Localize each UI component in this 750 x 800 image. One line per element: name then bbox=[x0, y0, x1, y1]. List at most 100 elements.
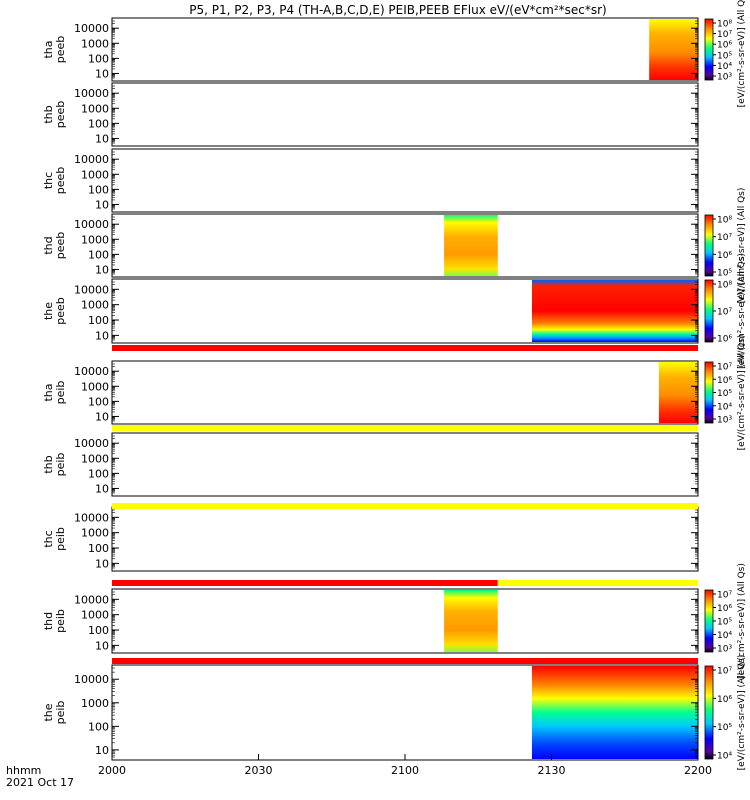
colorbar-tick-label: 10⁸ bbox=[717, 281, 732, 291]
colorbar-tick-label: 10⁷ bbox=[717, 363, 732, 373]
colorbar-the-peib bbox=[704, 665, 714, 760]
x-tick-label: 2130 bbox=[538, 764, 566, 777]
y-tick-label: 10000 bbox=[74, 153, 109, 166]
y-tick-label: 100 bbox=[88, 624, 109, 637]
panel-label-line: peeb bbox=[54, 297, 67, 325]
y-tick-label: 10 bbox=[95, 329, 109, 342]
y-tick-label: 1000 bbox=[81, 380, 109, 393]
spectrogram-block-tha-peeb-0 bbox=[649, 19, 698, 80]
panel-label-line: peib bbox=[54, 701, 67, 725]
panel-tha-peib: 10 100 1000 10000 thapeib 10³ 10⁴ 10⁵ 10⁶ 10⁷ [eV/… bbox=[42, 335, 747, 451]
y-tick-label: 1000 bbox=[81, 452, 109, 465]
panel-thb-peib: 10 100 1000 10000 thbpeib bbox=[42, 432, 699, 497]
colorbar-tick-label: 10⁴ bbox=[717, 62, 732, 72]
plot-title: P5, P1, P2, P3, P4 (TH-A,B,C,D,E) PEIB,P… bbox=[189, 3, 606, 17]
panel-thc-peeb: 10 100 1000 10000 thcpeeb bbox=[42, 148, 699, 213]
colorbar-tick-label: 10⁶ bbox=[717, 251, 732, 261]
y-tick-label: 10 bbox=[95, 263, 109, 276]
y-tick-label: 100 bbox=[88, 395, 109, 408]
panel-label-line: thb bbox=[42, 455, 55, 473]
y-tick-label: 100 bbox=[88, 183, 109, 196]
panel-the-peeb: 10 100 1000 10000 thepeeb 10⁶ 10⁷ 10⁸ [eV/(cm²-s… bbox=[42, 253, 747, 369]
status-bar-3-segment-0 bbox=[112, 580, 498, 586]
y-tick-label: 100 bbox=[88, 314, 109, 327]
y-tick-label: 10 bbox=[95, 67, 109, 80]
colorbar-tick-label: 10⁷ bbox=[717, 308, 732, 318]
colorbar-the-peeb bbox=[704, 279, 714, 343]
panel-label-line: thc bbox=[42, 172, 55, 189]
y-tick-label: 10000 bbox=[74, 365, 109, 378]
panel-label-thb-peeb: thbpeeb bbox=[42, 101, 67, 129]
y-tick-label: 100 bbox=[88, 248, 109, 261]
y-tick-label: 10000 bbox=[74, 283, 109, 296]
y-tick-label: 1000 bbox=[81, 168, 109, 181]
status-bar-3-segment-1 bbox=[497, 580, 698, 586]
colorbar-tha-peeb bbox=[704, 18, 714, 81]
panel-label-line: the bbox=[42, 302, 55, 320]
spectrogram-block-the-peeb-0 bbox=[531, 280, 698, 342]
panel-frame bbox=[111, 360, 699, 425]
y-tick-label: 100 bbox=[88, 542, 109, 555]
colorbar-tick-label: 10⁶ bbox=[717, 695, 732, 705]
x-tick-label: 2100 bbox=[391, 764, 419, 777]
y-tick-label: 1000 bbox=[81, 609, 109, 622]
panel-label-tha-peib: thapeib bbox=[42, 381, 67, 405]
panel-label-line: peeb bbox=[54, 232, 67, 260]
colorbar-tick-label: 10⁸ bbox=[717, 20, 732, 30]
panel-label-line: the bbox=[42, 703, 55, 721]
date-label: 2021 Oct 17 bbox=[6, 776, 74, 789]
panel-label-line: peib bbox=[54, 527, 67, 551]
y-tick-label: 100 bbox=[88, 720, 109, 733]
y-tick-label: 10 bbox=[95, 557, 109, 570]
panel-label-tha-peeb: thapeeb bbox=[42, 36, 67, 64]
y-tick-label: 10 bbox=[95, 132, 109, 145]
y-tick-label: 100 bbox=[88, 467, 109, 480]
colorbar-tick-label: 10⁵ bbox=[717, 389, 732, 399]
colorbar-tick-label: 10⁵ bbox=[717, 269, 732, 279]
panel-label-line: tha bbox=[42, 40, 55, 58]
status-bar-0-segment-0 bbox=[112, 345, 698, 351]
panel-frame bbox=[111, 506, 699, 572]
y-tick-label: 10 bbox=[95, 482, 109, 495]
y-tick-label: 10000 bbox=[74, 22, 109, 35]
panel-label-line: peib bbox=[54, 609, 67, 633]
x-tick-label: 2200 bbox=[684, 764, 712, 777]
y-tick-label: 10 bbox=[95, 744, 109, 757]
panel-label-thc-peeb: thcpeeb bbox=[42, 167, 67, 195]
colorbar-tick-label: 10³ bbox=[717, 416, 732, 426]
spectrogram-block-thd-peib-0 bbox=[444, 590, 498, 652]
colorbar-tick-label: 10⁶ bbox=[717, 41, 732, 51]
spectrogram-block-the-peib-0 bbox=[531, 666, 698, 759]
colorbar-tick-label: 10⁵ bbox=[717, 51, 732, 61]
y-tick-label: 10000 bbox=[74, 511, 109, 524]
panel-label-line: thb bbox=[42, 105, 55, 123]
panel-label-line: peeb bbox=[54, 101, 67, 129]
y-tick-label: 10000 bbox=[74, 437, 109, 450]
panel-label-line: peib bbox=[54, 453, 67, 477]
status-bar-stack bbox=[112, 345, 698, 664]
panel-thd-peeb: 10 100 1000 10000 thdpeeb 10⁵ 10⁶ 10⁷ 10⁸ [eV/(cm… bbox=[42, 188, 747, 304]
y-tick-label: 10 bbox=[95, 198, 109, 211]
colorbar-thd-peeb bbox=[704, 214, 714, 277]
y-tick-label: 1000 bbox=[81, 527, 109, 540]
colorbar-tick-label: 10⁷ bbox=[717, 591, 732, 601]
colorbar-tick-label: 10⁴ bbox=[717, 752, 732, 762]
colorbar-tick-label: 10⁸ bbox=[717, 216, 732, 226]
time-axis: 2000 2030 2100 2130 2200 bbox=[98, 754, 712, 777]
panel-thc-peib: 10 100 1000 10000 thcpeib bbox=[42, 506, 699, 572]
panel-label-line: peeb bbox=[54, 167, 67, 195]
panel-the-peib: 10 100 1000 10000 thepeib 10⁴ 10⁵ 10⁶ 10⁷ [eV/(cm… bbox=[42, 655, 747, 771]
time-format-label: hhmm bbox=[6, 764, 41, 777]
spectrogram-block-tha-peib-0 bbox=[658, 362, 698, 423]
colorbar-tick-label: 10³ bbox=[717, 645, 732, 655]
panel-label-thd-peeb: thdpeeb bbox=[42, 232, 67, 260]
y-tick-label: 10 bbox=[95, 639, 109, 652]
panel-label-line: peib bbox=[54, 381, 67, 405]
y-tick-label: 10000 bbox=[74, 593, 109, 606]
panel-frame bbox=[111, 432, 699, 497]
y-tick-label: 10000 bbox=[74, 87, 109, 100]
panel-label-line: thd bbox=[42, 612, 55, 630]
panel-label-thc-peib: thcpeib bbox=[42, 527, 67, 551]
y-tick-label: 10000 bbox=[74, 673, 109, 686]
